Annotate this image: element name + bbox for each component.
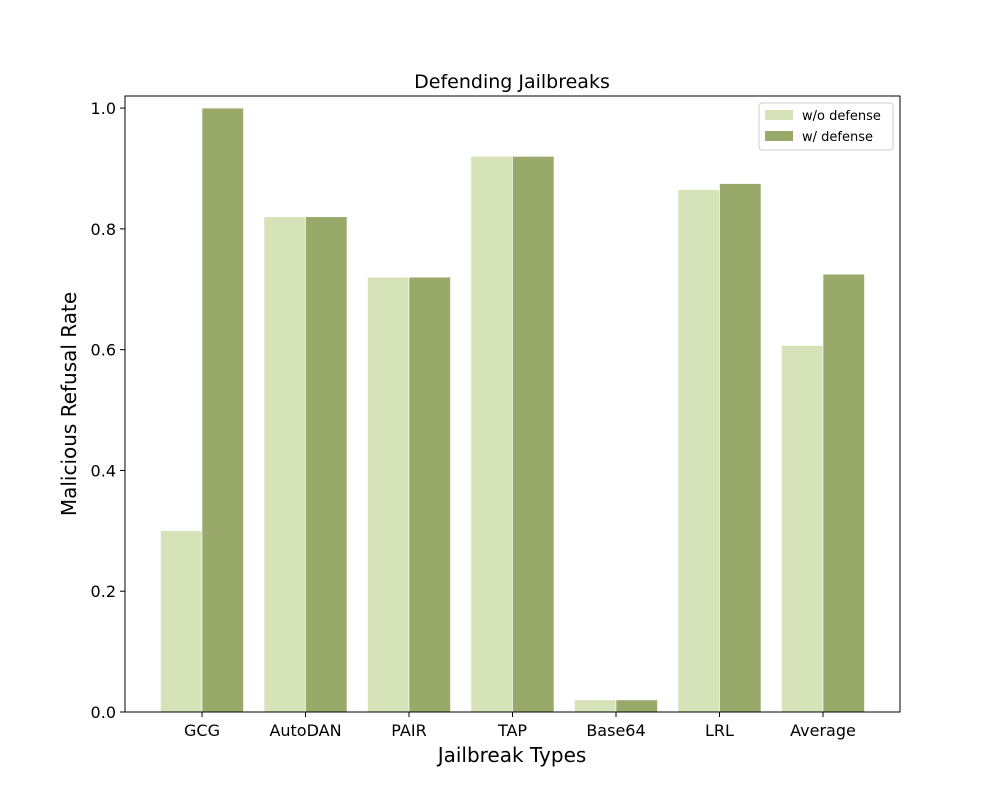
- bar-with-defense-lrl: [719, 183, 762, 713]
- x-tick-label: TAP: [497, 721, 527, 740]
- bar-without-defense-tap: [470, 156, 513, 713]
- x-axis-label: Jailbreak Types: [436, 743, 587, 767]
- y-axis: 0.0 0.2 0.4 0.6 0.8 1.0: [91, 99, 125, 722]
- bar-without-defense-lrl: [677, 189, 720, 713]
- bars-layer: [160, 107, 865, 713]
- legend-label-without-defense: w/o defense: [802, 109, 881, 124]
- bar-without-defense-pair: [367, 276, 410, 713]
- x-tick-label: Base64: [586, 721, 645, 740]
- bar-without-defense-average: [781, 345, 824, 713]
- bar-with-defense-base64: [615, 699, 658, 713]
- y-tick-label: 0.2: [91, 582, 116, 601]
- y-tick-label: 0.0: [91, 703, 116, 722]
- bar-without-defense-base64: [574, 699, 617, 713]
- legend-swatch-without-defense: [765, 110, 793, 120]
- y-tick-label: 0.6: [91, 341, 116, 360]
- x-tick-label: AutoDAN: [269, 721, 341, 740]
- bar-with-defense-tap: [512, 156, 555, 713]
- bar-with-defense-autodan: [305, 216, 348, 713]
- x-tick-label: GCG: [184, 721, 220, 740]
- bar-without-defense-autodan: [263, 216, 306, 713]
- legend: w/o defense w/ defense: [758, 102, 894, 151]
- x-tick-label: PAIR: [391, 721, 426, 740]
- bar-without-defense-gcg: [160, 530, 203, 713]
- legend-label-with-defense: w/ defense: [802, 130, 873, 145]
- legend-swatch-with-defense: [765, 131, 793, 141]
- bar-with-defense-gcg: [201, 107, 244, 713]
- bar-with-defense-pair: [408, 276, 451, 713]
- y-tick-label: 1.0: [91, 99, 116, 118]
- y-tick-label: 0.4: [91, 461, 116, 480]
- chart-title: Defending Jailbreaks: [414, 71, 610, 93]
- y-axis-label: Malicious Refusal Rate: [57, 292, 81, 516]
- x-axis: GCG AutoDAN PAIR TAP Base64 LRL Average: [184, 712, 856, 740]
- x-tick-label: Average: [790, 721, 856, 740]
- y-tick-label: 0.8: [91, 220, 116, 239]
- bar-with-defense-average: [822, 273, 865, 713]
- x-tick-label: LRL: [705, 721, 734, 740]
